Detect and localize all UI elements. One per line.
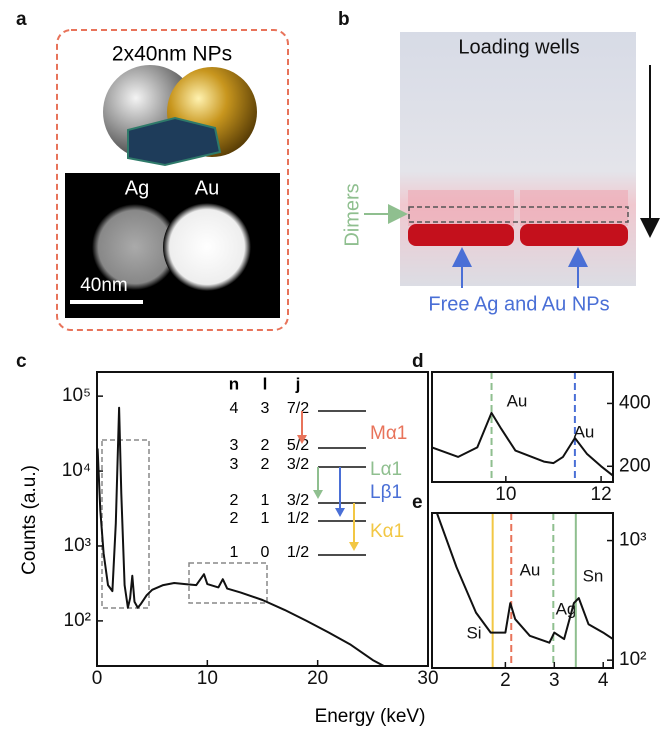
level-cell: 3/2 (287, 456, 309, 473)
line-label: Au (507, 391, 528, 410)
band (408, 224, 514, 246)
level-cell: 7/2 (287, 400, 309, 417)
transition-label: Kα1 (370, 521, 404, 542)
level-cell: 0 (261, 544, 270, 561)
y-tick-label: 10² (64, 610, 91, 631)
y-tick-label: 400 (619, 392, 651, 413)
transition-head (349, 542, 359, 551)
level-cell: 2 (230, 492, 239, 509)
line-label: Au (574, 422, 595, 441)
band (520, 224, 628, 246)
line-label: Au (520, 560, 541, 579)
x-tick-label: 4 (598, 670, 609, 691)
x-axis-title: Energy (keV) (315, 706, 426, 727)
dimer-box (408, 206, 629, 223)
level-cell: 1 (261, 510, 270, 527)
level-cell: 4 (230, 400, 239, 417)
transition-head (313, 490, 323, 499)
y-tick-label: 10⁵ (62, 385, 91, 406)
au-particle (163, 203, 251, 291)
gel (400, 32, 636, 286)
transition-head (335, 508, 345, 517)
x-tick-label: 12 (591, 484, 612, 505)
transition-label: Lβ1 (370, 482, 402, 503)
level-cell: 1/2 (287, 510, 309, 527)
level-cell: 2 (230, 510, 239, 527)
line-label: Sn (583, 566, 604, 585)
scale-label: 40nm (80, 275, 128, 296)
dna-origami (127, 116, 222, 167)
transition-label: Lα1 (370, 459, 402, 480)
panel-letter: b (338, 9, 350, 30)
level-header: l (263, 374, 268, 393)
transition-label: Mα1 (370, 423, 407, 444)
au-label: Au (195, 177, 219, 199)
spectrum-line (435, 512, 614, 644)
haze (408, 190, 514, 226)
x-tick-label: 10 (495, 484, 516, 505)
x-tick-label: 20 (307, 668, 328, 689)
y-tick-label: 10³ (64, 535, 91, 556)
plot-frame (431, 512, 614, 669)
np-title: 2x40nm NPs (112, 43, 232, 66)
level-header: n (229, 374, 239, 393)
level-cell: 3 (261, 400, 270, 417)
ag-label: Ag (125, 177, 149, 199)
y-axis-title: Counts (a.u.) (19, 465, 40, 575)
x-tick-label: 0 (92, 668, 103, 689)
wells-label: Loading wells (458, 36, 579, 58)
y-tick-label: 200 (619, 455, 651, 476)
ag-particle (92, 204, 178, 290)
panel-a-frame (56, 29, 289, 331)
plot-frame (431, 371, 614, 483)
panel-letter: a (16, 9, 27, 30)
level-cell: 3 (230, 456, 239, 473)
free-label: Free Ag and Au NPs (428, 293, 609, 315)
panel-letter: e (412, 492, 423, 513)
x-tick-label: 3 (549, 670, 560, 691)
y-tick-label: 10² (619, 649, 646, 670)
plot-frame (96, 371, 429, 667)
level-cell: 3/2 (287, 492, 309, 509)
y-tick-label: 10³ (619, 530, 646, 551)
level-cell: 1 (261, 492, 270, 509)
spectrum-line (431, 411, 614, 477)
spectrum-line (96, 406, 385, 667)
haze (520, 190, 628, 226)
zoom-box (188, 562, 268, 604)
level-cell: 1/2 (287, 544, 309, 561)
level-cell: 2 (261, 456, 270, 473)
level-cell: 2 (261, 437, 270, 454)
transition-head (297, 435, 307, 444)
dimers-label: Dimers (341, 183, 363, 246)
y-tick-label: 10⁴ (62, 460, 91, 481)
x-tick-label: 10 (197, 668, 218, 689)
panel-letter: c (16, 351, 27, 372)
level-cell: 5/2 (287, 437, 309, 454)
level-cell: 1 (230, 544, 239, 561)
level-header: j (295, 374, 301, 393)
line-label: Si (466, 623, 481, 642)
x-tick-label: 2 (500, 670, 511, 691)
panel-letter: d (412, 351, 424, 372)
level-cell: 3 (230, 437, 239, 454)
x-tick-label: 30 (417, 668, 438, 689)
